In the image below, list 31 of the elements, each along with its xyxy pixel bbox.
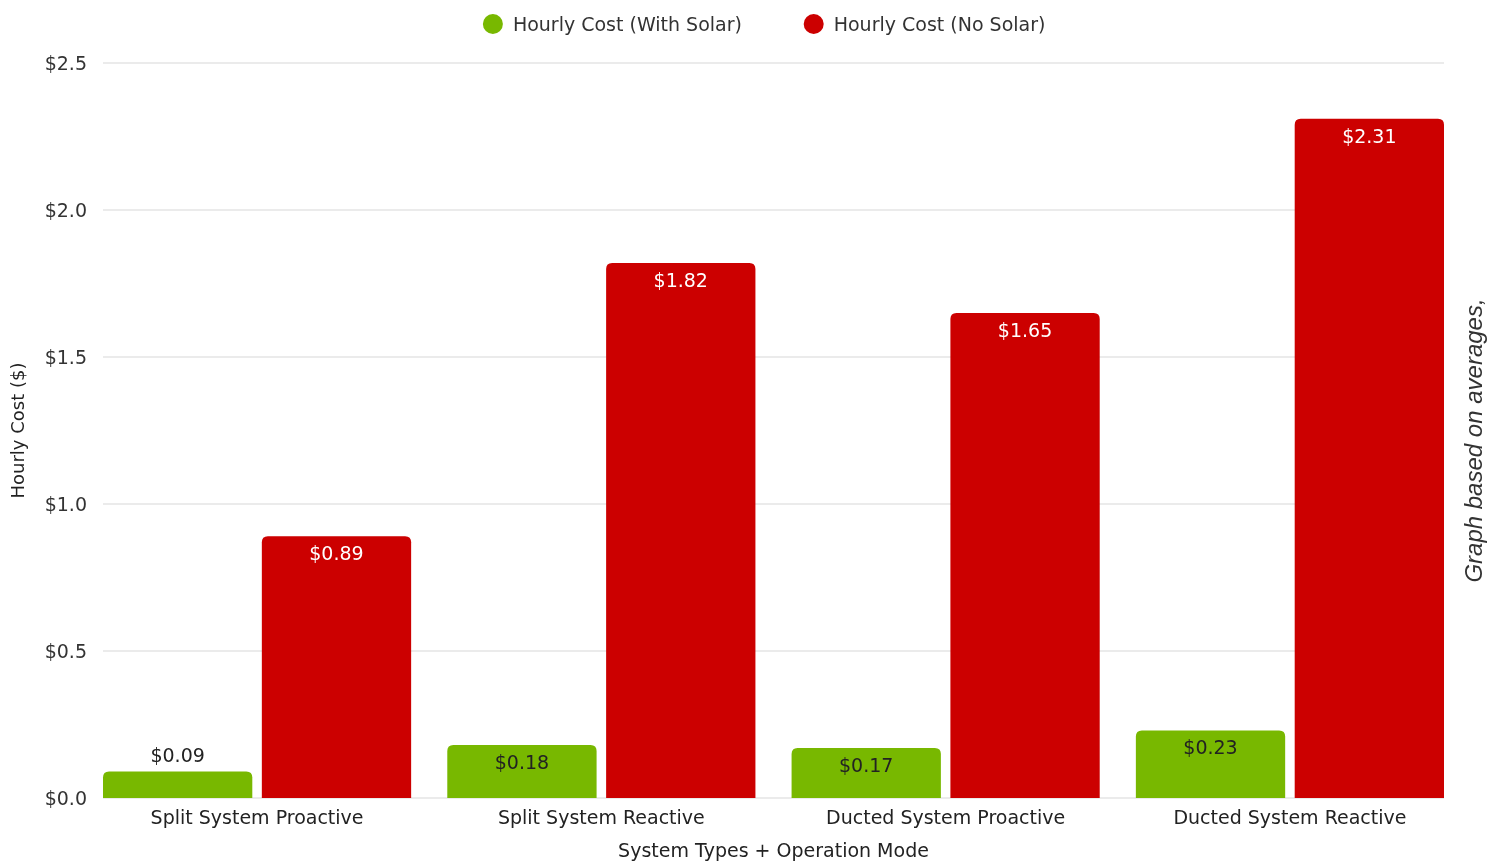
y-tick-label: $2.5 — [44, 51, 87, 74]
x-axis-title: System Types + Operation Mode — [618, 839, 929, 861]
legend-label: Hourly Cost (No Solar) — [833, 12, 1046, 35]
bar — [791, 748, 941, 798]
bar — [606, 262, 756, 798]
data-label: $0.18 — [494, 751, 550, 774]
data-label: $0.17 — [839, 754, 894, 777]
x-tick-label: Split System Reactive — [497, 806, 705, 828]
bar — [1135, 730, 1286, 798]
bar — [103, 771, 253, 798]
bar — [950, 312, 1100, 798]
data-label: $2.31 — [1342, 124, 1397, 147]
bar — [261, 536, 412, 798]
x-tick-label: Split System Proactive — [150, 806, 364, 828]
x-tick-label: Ducted System Reactive — [1173, 806, 1407, 828]
x-tick-label: Ducted System Proactive — [826, 806, 1066, 828]
text: Graph based on averages, — [1460, 298, 1487, 583]
y-tick-label: $0.5 — [44, 639, 87, 662]
y-tick-label: $2.0 — [44, 198, 87, 221]
bar — [447, 745, 597, 798]
data-label: $0.09 — [150, 743, 205, 766]
y-axis-title: Hourly Cost ($) — [7, 362, 28, 499]
bar — [1294, 118, 1444, 798]
data-label: $1.65 — [997, 318, 1053, 341]
legend-label: Hourly Cost (With Solar) — [512, 12, 742, 35]
data-label: $0.23 — [1183, 736, 1238, 759]
y-tick-label: $1.5 — [44, 345, 87, 368]
y-tick-label: $1.0 — [44, 492, 87, 515]
data-label: $0.89 — [309, 542, 364, 565]
y-tick-label: $0.0 — [44, 786, 87, 809]
data-label: $1.82 — [653, 268, 708, 291]
